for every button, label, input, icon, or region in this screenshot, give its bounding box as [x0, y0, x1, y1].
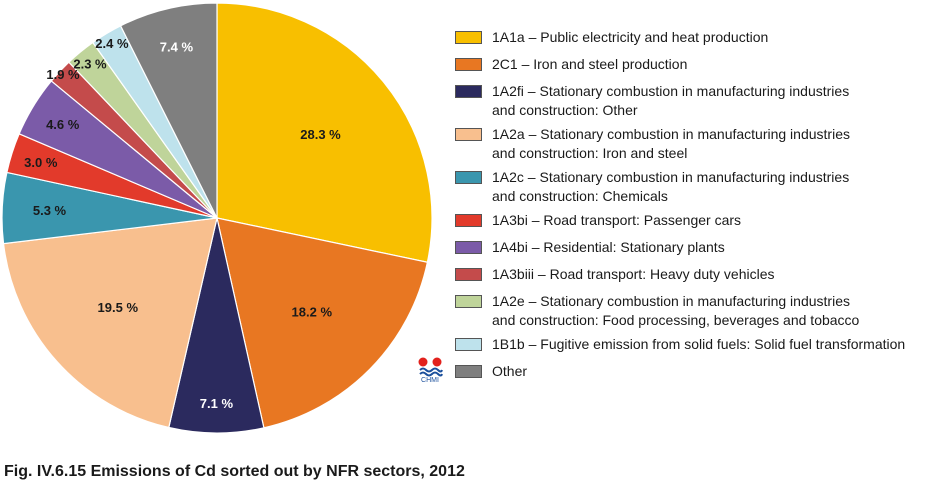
legend-item: 1A2c – Stationary combustion in manufact… [455, 168, 849, 206]
legend-label-line: 1A2c – Stationary combustion in manufact… [492, 169, 850, 185]
pie-value-label: 2.3 % [73, 57, 107, 72]
legend-item: 1A2e – Stationary combustion in manufact… [455, 292, 859, 330]
legend-label-line: Other [492, 363, 528, 379]
chmi-logo: CHMI [416, 356, 444, 386]
legend-label-line: and construction: Other [492, 102, 638, 118]
legend-item: 1A2fi – Stationary combustion in manufac… [455, 82, 849, 120]
legend-label-line: 1A2fi – Stationary combustion in manufac… [492, 83, 850, 99]
pie-value-label: 3.0 % [24, 155, 58, 170]
legend-swatch [455, 268, 482, 281]
legend-label: 1B1b – Fugitive emission from solid fuel… [492, 335, 905, 354]
pie-chart: 28.3 % 18.2 % 7.1 % 19.5 % 5.3 % 3.0 % 4.6 % 1.… [1, 2, 433, 434]
pie-value-label: 18.2 % [292, 305, 333, 320]
legend-label: 1A4bi – Residential: Stationary plants [492, 238, 725, 257]
logo-text: CHMI [421, 377, 439, 384]
legend-item: 1B1b – Fugitive emission from solid fuel… [455, 335, 905, 354]
pie-slice [216, 2, 433, 263]
legend-label: 1A3biii – Road transport: Heavy duty veh… [492, 265, 774, 284]
legend-item: 1A1a – Public electricity and heat produ… [455, 28, 768, 47]
legend-label: 1A2a – Stationary combustion in manufact… [492, 125, 850, 163]
pie-value-label: 2.4 % [95, 36, 129, 51]
legend-label-line: 1A4bi – Residential: Stationary plants [492, 239, 725, 255]
legend-label-line: 1A3biii – Road transport: Heavy duty veh… [492, 266, 775, 282]
pie-slice [119, 2, 218, 219]
legend-label-line: 1A3bi – Road transport: Passenger cars [492, 212, 742, 228]
legend-label-line: 1B1b – Fugitive emission from solid fuel… [492, 336, 906, 352]
pie-slice [2, 217, 218, 429]
pie-value-labels: 28.3 % 18.2 % 7.1 % 19.5 % 5.3 % 3.0 % 4.6 % 1.… [24, 36, 341, 411]
legend-item: 1A4bi – Residential: Stationary plants [455, 238, 725, 257]
legend-label: Other [492, 362, 527, 381]
legend-item: 1A3bi – Road transport: Passenger cars [455, 211, 741, 230]
pie-value-label: 19.5 % [98, 300, 139, 315]
legend-swatch [455, 85, 482, 98]
legend-label: 1A2e – Stationary combustion in manufact… [492, 292, 859, 330]
pie-value-label: 4.6 % [46, 117, 80, 132]
legend-swatch [455, 31, 482, 44]
pie-value-label: 7.1 % [200, 396, 234, 411]
legend-item: 1A2a – Stationary combustion in manufact… [455, 125, 850, 163]
legend-label-line: 1A2e – Stationary combustion in manufact… [492, 293, 850, 309]
legend-swatch [455, 171, 482, 184]
legend-label: 1A2fi – Stationary combustion in manufac… [492, 82, 849, 120]
legend-item: Other [455, 362, 527, 381]
legend-label: 1A1a – Public electricity and heat produ… [492, 28, 768, 47]
legend-swatch [455, 241, 482, 254]
legend-label: 1A2c – Stationary combustion in manufact… [492, 168, 849, 206]
legend-item: 2C1 – Iron and steel production [455, 55, 687, 74]
legend-label-line: and construction: Food processing, bever… [492, 312, 860, 328]
legend-label: 2C1 – Iron and steel production [492, 55, 687, 74]
legend-swatch [455, 338, 482, 351]
pie-value-label: 5.3 % [33, 203, 67, 218]
legend-swatch [455, 128, 482, 141]
chmi-logo-icon [418, 357, 443, 377]
pie-value-label: 28.3 % [300, 127, 341, 142]
legend-swatch [455, 214, 482, 227]
legend-swatch [455, 365, 482, 378]
pie-slices [1, 2, 433, 434]
legend-label-line: and construction: Iron and steel [492, 145, 688, 161]
legend-label-line: 1A1a – Public electricity and heat produ… [492, 29, 769, 45]
pie-value-label: 1.9 % [46, 67, 80, 82]
legend-item: 1A3biii – Road transport: Heavy duty veh… [455, 265, 774, 284]
legend-label: 1A3bi – Road transport: Passenger cars [492, 211, 741, 230]
legend-label-line: and construction: Chemicals [492, 188, 668, 204]
pie-slice [216, 217, 429, 429]
figure-caption: Fig. IV.6.15 Emissions of Cd sorted out … [4, 463, 465, 480]
legend-swatch [455, 295, 482, 308]
pie-value-label: 7.4 % [160, 39, 194, 54]
legend-label-line: 2C1 – Iron and steel production [492, 56, 688, 72]
legend-label-line: 1A2a – Stationary combustion in manufact… [492, 126, 850, 142]
legend-swatch [455, 58, 482, 71]
